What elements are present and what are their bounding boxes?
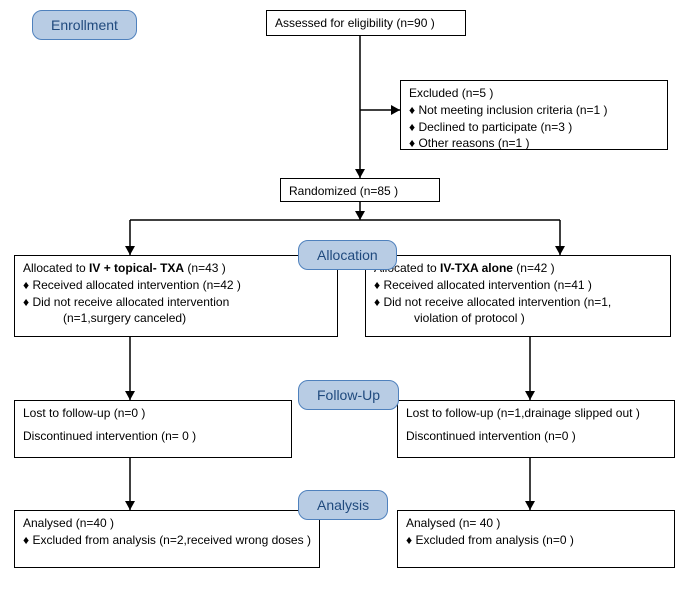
- phase-label: Allocation: [317, 247, 378, 263]
- box-an-right: Analysed (n= 40 ) ♦ Excluded from analys…: [397, 510, 675, 568]
- line: Lost to follow-up (n=1,drainage slipped …: [406, 405, 666, 422]
- alloc-line: Allocated to IV-TXA alone (n=42 ): [374, 260, 662, 277]
- indent: violation of protocol ): [374, 310, 662, 327]
- line: Discontinued intervention (n=0 ): [406, 428, 666, 445]
- flowchart-canvas: Enrollment Allocation Follow-Up Analysis…: [0, 0, 685, 601]
- box-fu-right: Lost to follow-up (n=1,drainage slipped …: [397, 400, 675, 458]
- box-randomized: Randomized (n=85 ): [280, 178, 440, 202]
- phase-label: Follow-Up: [317, 387, 380, 403]
- alloc-line: Allocated to IV + topical- TXA (n=43 ): [23, 260, 329, 277]
- bullet: ♦ Excluded from analysis (n=2,received w…: [23, 532, 311, 549]
- box-excluded: Excluded (n=5 ) ♦ Not meeting inclusion …: [400, 80, 668, 150]
- line: Discontinued intervention (n= 0 ): [23, 428, 283, 445]
- phase-allocation: Allocation: [298, 240, 397, 270]
- bullet: ♦ Other reasons (n=1 ): [409, 135, 659, 152]
- phase-label: Enrollment: [51, 17, 118, 33]
- box-text: Randomized (n=85 ): [289, 184, 398, 198]
- bullet: ♦ Excluded from analysis (n=0 ): [406, 532, 666, 549]
- phase-analysis: Analysis: [298, 490, 388, 520]
- box-title: Analysed (n=40 ): [23, 515, 311, 532]
- box-text: Assessed for eligibility (n=90 ): [275, 16, 435, 30]
- box-alloc-left: Allocated to IV + topical- TXA (n=43 ) ♦…: [14, 255, 338, 337]
- phase-followup: Follow-Up: [298, 380, 399, 410]
- indent: (n=1,surgery canceled): [23, 310, 329, 327]
- line: Lost to follow-up (n=0 ): [23, 405, 283, 422]
- box-title: Excluded (n=5 ): [409, 85, 659, 102]
- box-an-left: Analysed (n=40 ) ♦ Excluded from analysi…: [14, 510, 320, 568]
- box-alloc-right: Allocated to IV-TXA alone (n=42 ) ♦ Rece…: [365, 255, 671, 337]
- box-title: Analysed (n= 40 ): [406, 515, 666, 532]
- bullet: ♦ Did not receive allocated intervention: [23, 294, 329, 311]
- box-assessed: Assessed for eligibility (n=90 ): [266, 10, 466, 36]
- phase-label: Analysis: [317, 497, 369, 513]
- bullet: ♦ Did not receive allocated intervention…: [374, 294, 662, 311]
- bullet: ♦ Received allocated intervention (n=41 …: [374, 277, 662, 294]
- bullet: ♦ Received allocated intervention (n=42 …: [23, 277, 329, 294]
- phase-enrollment: Enrollment: [32, 10, 137, 40]
- box-fu-left: Lost to follow-up (n=0 ) Discontinued in…: [14, 400, 292, 458]
- bullet: ♦ Not meeting inclusion criteria (n=1 ): [409, 102, 659, 119]
- bullet: ♦ Declined to participate (n=3 ): [409, 119, 659, 136]
